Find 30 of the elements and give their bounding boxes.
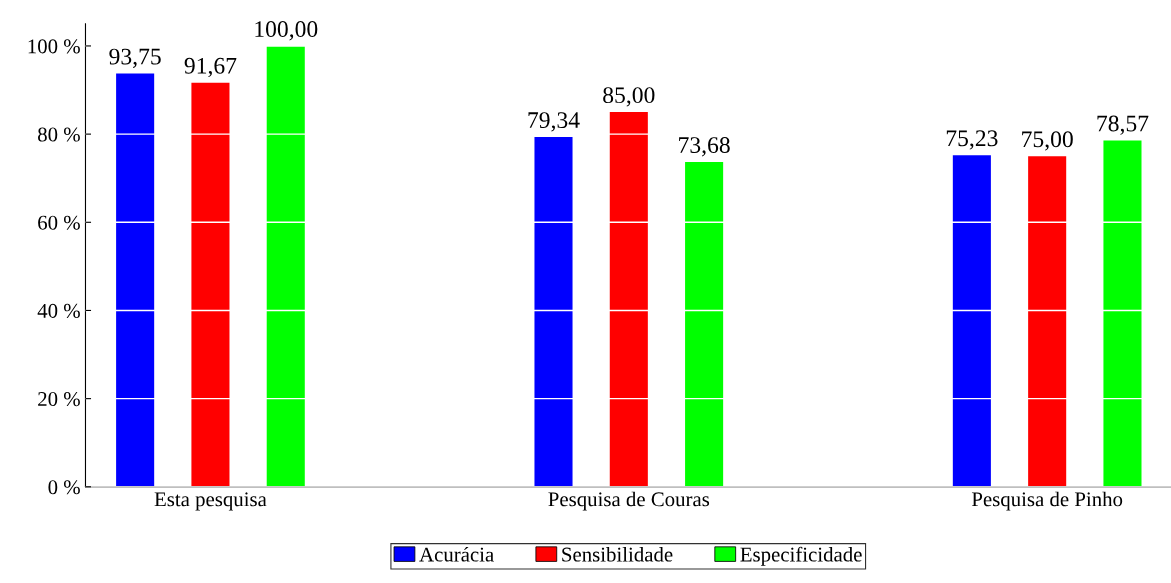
data-label: 79,34 [528, 112, 580, 132]
data-label: 91,67 [184, 57, 237, 78]
y-tick-label: 20 % [38, 392, 80, 407]
data-label: 75,23 [946, 130, 998, 150]
bar [534, 137, 573, 487]
data-label: 75,00 [1022, 131, 1073, 151]
y-tick-label: 100 % [28, 39, 80, 54]
bar [1103, 140, 1142, 487]
bar [191, 82, 230, 487]
data-label: 73,68 [679, 137, 730, 157]
y-tick-label: 60 % [38, 215, 80, 230]
data-label: 100,00 [255, 21, 318, 41]
x-tick-label: Esta pesquisa [154, 492, 267, 511]
y-tick-label: 0 % [48, 480, 80, 495]
bar [685, 161, 724, 487]
legend-label: Acurácia [419, 546, 494, 562]
y-tick-label: 80 % [38, 127, 80, 142]
bar [116, 73, 155, 487]
legend-label: Especificidade [740, 546, 862, 566]
x-tick-label: Pesquisa de Couras [548, 491, 710, 511]
y-tick-label: 40 % [37, 303, 80, 318]
x-tick-label: Pesquisa de Pinho [971, 491, 1123, 511]
bar [1028, 156, 1067, 487]
bar [609, 112, 648, 487]
bar [266, 45, 305, 487]
legend-label: Sensibilidade [562, 546, 673, 562]
bar [952, 155, 991, 487]
data-label: 93,75 [109, 48, 161, 68]
data-label: 85,00 [603, 87, 655, 107]
data-label: 78,57 [1097, 115, 1149, 135]
